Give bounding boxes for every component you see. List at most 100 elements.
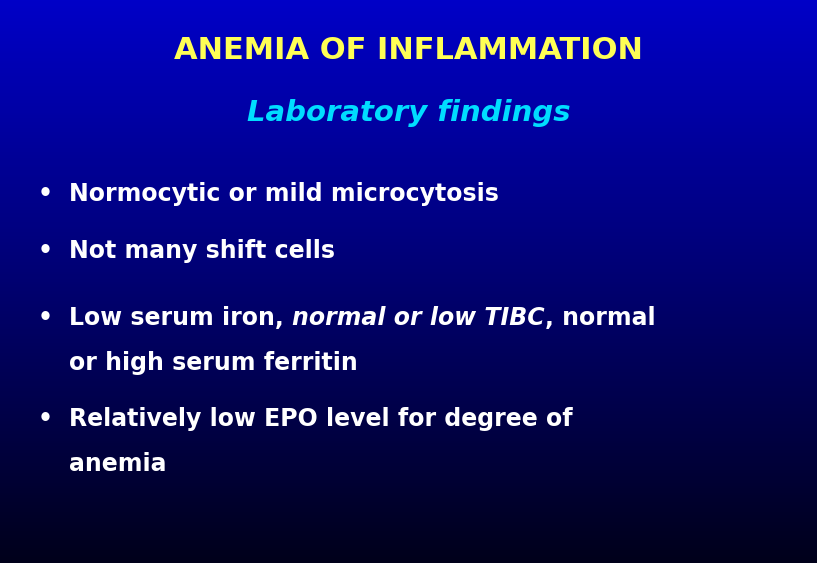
- Bar: [0, 314, 817, 315]
- Bar: [0, 41, 817, 42]
- Bar: [0, 204, 817, 205]
- Bar: [0, 235, 817, 236]
- Bar: [0, 56, 817, 58]
- Bar: [0, 101, 817, 102]
- Bar: [0, 106, 817, 107]
- Bar: [0, 214, 817, 216]
- Bar: [0, 7, 817, 8]
- Bar: [0, 463, 817, 464]
- Bar: [0, 97, 817, 99]
- Bar: [0, 157, 817, 158]
- Bar: [0, 195, 817, 197]
- Bar: [0, 356, 817, 358]
- Bar: [0, 517, 817, 518]
- Bar: [0, 562, 817, 563]
- Bar: [0, 256, 817, 258]
- Bar: [0, 341, 817, 342]
- Bar: [0, 287, 817, 288]
- Bar: [0, 150, 817, 152]
- Bar: [0, 316, 817, 318]
- Bar: [0, 293, 817, 294]
- Bar: [0, 229, 817, 231]
- Bar: [0, 422, 817, 423]
- Bar: [0, 459, 817, 461]
- Bar: [0, 324, 817, 325]
- Bar: [0, 512, 817, 513]
- Bar: [0, 464, 817, 466]
- Bar: [0, 415, 817, 417]
- Bar: [0, 225, 817, 227]
- Bar: [0, 104, 817, 106]
- Bar: [0, 197, 817, 199]
- Bar: [0, 329, 817, 331]
- Bar: [0, 348, 817, 349]
- Bar: [0, 321, 817, 322]
- Bar: [0, 440, 817, 442]
- Bar: [0, 231, 817, 232]
- Bar: [0, 511, 817, 512]
- Bar: [0, 4, 817, 6]
- Bar: [0, 180, 817, 181]
- Bar: [0, 187, 817, 189]
- Bar: [0, 52, 817, 53]
- Bar: [0, 193, 817, 194]
- Bar: [0, 248, 817, 249]
- Bar: [0, 515, 817, 517]
- Bar: [0, 26, 817, 28]
- Bar: [0, 75, 817, 76]
- Bar: [0, 72, 817, 73]
- Bar: [0, 337, 817, 338]
- Text: anemia: anemia: [69, 453, 167, 476]
- Bar: [0, 260, 817, 262]
- Bar: [0, 263, 817, 265]
- Bar: [0, 388, 817, 390]
- Bar: [0, 220, 817, 221]
- Bar: [0, 90, 817, 91]
- Bar: [0, 141, 817, 142]
- Bar: [0, 122, 817, 124]
- Text: •: •: [38, 182, 52, 206]
- Bar: [0, 506, 817, 507]
- Bar: [0, 38, 817, 39]
- Bar: [0, 221, 817, 222]
- Bar: [0, 532, 817, 534]
- Bar: [0, 307, 817, 308]
- Bar: [0, 394, 817, 395]
- Bar: [0, 267, 817, 269]
- Bar: [0, 301, 817, 303]
- Bar: [0, 412, 817, 414]
- Bar: [0, 216, 817, 217]
- Bar: [0, 370, 817, 372]
- Bar: [0, 175, 817, 176]
- Text: Normocytic or mild microcytosis: Normocytic or mild microcytosis: [69, 182, 499, 206]
- Bar: [0, 262, 817, 263]
- Bar: [0, 68, 817, 69]
- Text: Laboratory findings: Laboratory findings: [247, 99, 570, 127]
- Bar: [0, 66, 817, 68]
- Bar: [0, 155, 817, 157]
- Bar: [0, 309, 817, 310]
- Bar: [0, 10, 817, 11]
- Bar: [0, 406, 817, 408]
- Bar: [0, 140, 817, 141]
- Bar: [0, 100, 817, 101]
- Bar: [0, 491, 817, 493]
- Bar: [0, 438, 817, 439]
- Bar: [0, 502, 817, 504]
- Bar: [0, 354, 817, 355]
- Bar: [0, 332, 817, 333]
- Bar: [0, 427, 817, 428]
- Bar: [0, 201, 817, 203]
- Bar: [0, 479, 817, 480]
- Bar: [0, 300, 817, 301]
- Bar: [0, 208, 817, 210]
- Bar: [0, 269, 817, 270]
- Bar: [0, 327, 817, 328]
- Bar: [0, 33, 817, 34]
- Bar: [0, 190, 817, 191]
- Bar: [0, 24, 817, 25]
- Bar: [0, 129, 817, 131]
- Text: Not many shift cells: Not many shift cells: [69, 239, 336, 262]
- Bar: [0, 77, 817, 79]
- Bar: [0, 410, 817, 411]
